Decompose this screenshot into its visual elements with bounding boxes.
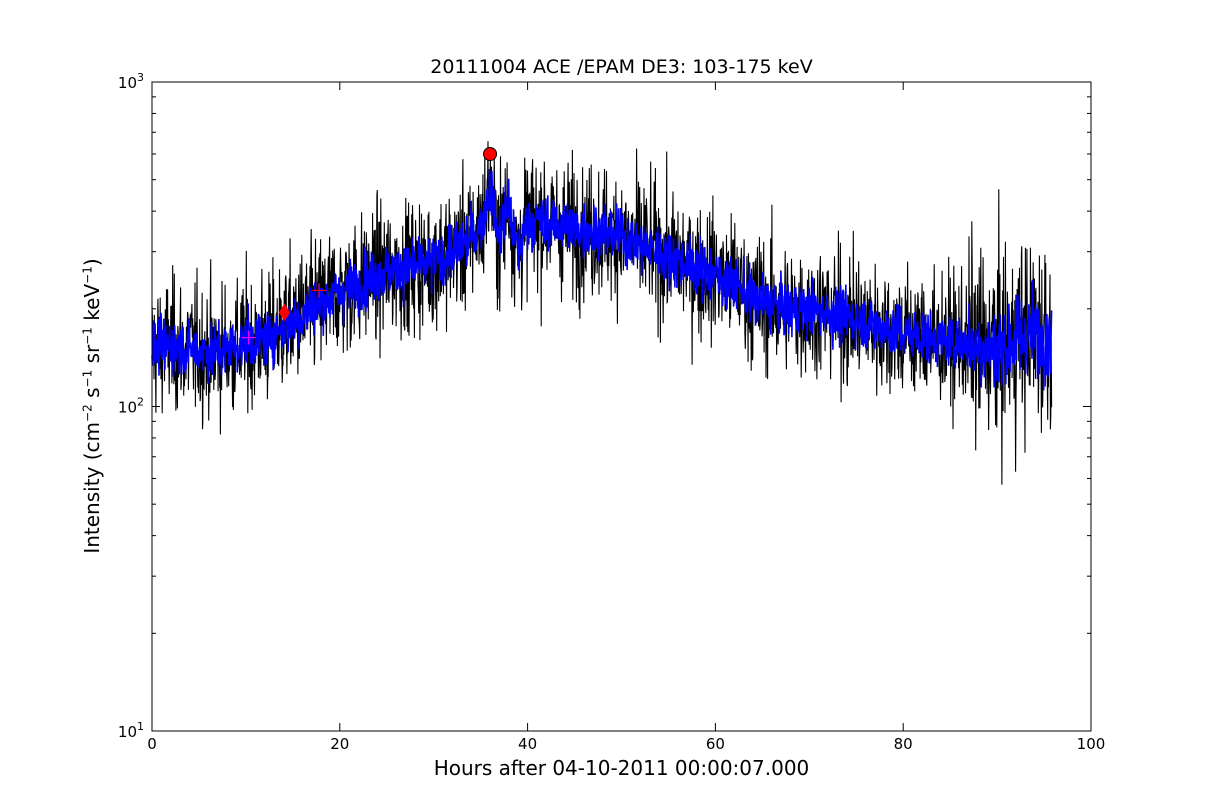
marker-plus	[241, 330, 256, 345]
y-tick-label: 103	[118, 71, 144, 92]
x-tick-label: 60	[706, 735, 725, 753]
x-tick-label: 80	[894, 735, 913, 753]
chart-title: 20111004 ACE /EPAM DE3: 103-175 keV	[430, 56, 813, 78]
y-tick-label: 101	[118, 720, 144, 741]
y-tick-label: 102	[118, 396, 144, 417]
onset-marker-diamond	[278, 303, 290, 322]
x-tick-label: 100	[1077, 735, 1106, 753]
x-axis-label: Hours after 04-10-2011 00:00:07.000	[433, 756, 810, 780]
x-tick-label: 20	[330, 735, 349, 753]
marker-plus	[312, 283, 327, 298]
peak-marker-circle	[483, 146, 498, 161]
x-tick-label: 40	[518, 735, 537, 753]
x-tick-label: 0	[147, 735, 157, 753]
series-line-smoothed	[151, 168, 1053, 391]
